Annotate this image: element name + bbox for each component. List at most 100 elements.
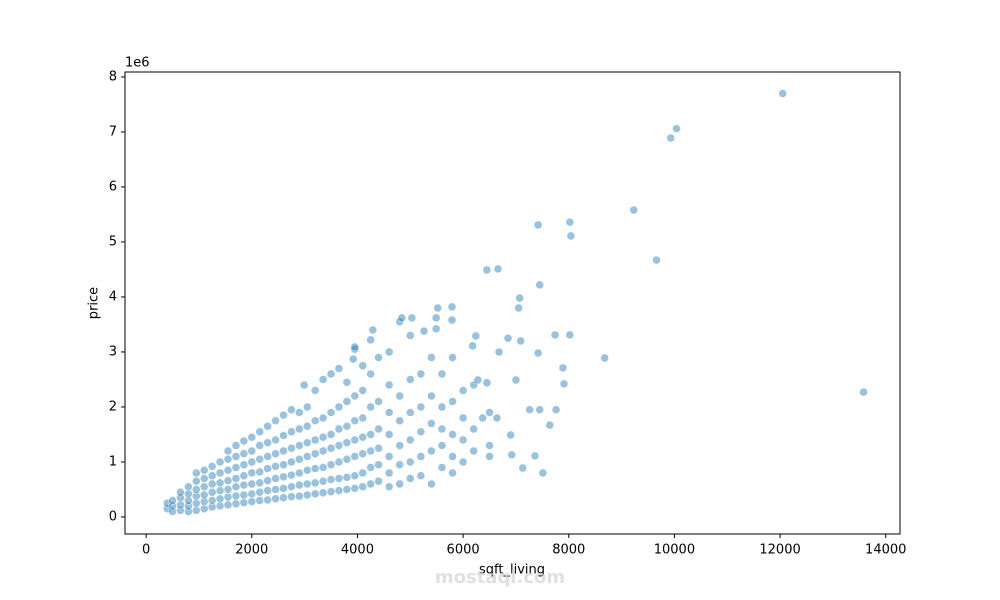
- point: [533, 220, 543, 230]
- point: [239, 480, 249, 490]
- point: [255, 496, 265, 505]
- point: [503, 333, 513, 343]
- point: [427, 391, 436, 401]
- point: [271, 449, 280, 459]
- point: [431, 313, 441, 323]
- point: [458, 413, 468, 423]
- point: [374, 460, 383, 470]
- point: [629, 205, 639, 215]
- point: [318, 488, 328, 498]
- point: [458, 435, 468, 445]
- point: [458, 386, 468, 395]
- point: [506, 430, 515, 440]
- point: [295, 424, 304, 434]
- point: [374, 476, 383, 486]
- point: [405, 474, 415, 483]
- point: [199, 465, 209, 475]
- point: [384, 380, 394, 390]
- point: [302, 490, 312, 500]
- point: [395, 460, 405, 470]
- point: [326, 475, 336, 484]
- point: [366, 479, 375, 489]
- point: [247, 446, 257, 456]
- point: [342, 377, 352, 387]
- point: [416, 427, 426, 437]
- point: [231, 452, 241, 461]
- point: [350, 344, 360, 354]
- x-tick-label: 6000: [447, 543, 480, 558]
- point: [184, 482, 193, 492]
- point: [482, 378, 492, 388]
- x-tick-label: 10000: [654, 543, 695, 558]
- point: [358, 361, 368, 371]
- point: [168, 496, 177, 505]
- point: [416, 369, 426, 379]
- point: [350, 342, 360, 352]
- point: [471, 331, 481, 341]
- point: [247, 457, 257, 467]
- point: [374, 443, 383, 453]
- point: [326, 369, 336, 379]
- point: [334, 441, 344, 450]
- watermark: mostaql.com: [435, 567, 565, 588]
- point: [366, 446, 375, 456]
- point: [342, 438, 352, 448]
- point: [482, 265, 492, 275]
- point: [507, 450, 517, 460]
- point: [263, 421, 272, 431]
- point: [239, 471, 249, 481]
- point: [565, 217, 575, 227]
- y-tick-label: 6: [109, 179, 117, 194]
- point: [231, 491, 241, 501]
- point: [469, 446, 478, 456]
- point: [255, 441, 265, 450]
- point: [395, 416, 405, 426]
- point: [192, 506, 201, 515]
- point: [207, 479, 217, 489]
- point: [310, 464, 320, 473]
- point: [302, 402, 312, 412]
- point: [448, 452, 457, 461]
- point: [350, 471, 360, 481]
- plot-area: [162, 89, 868, 516]
- point: [287, 482, 296, 492]
- point: [358, 432, 368, 442]
- point: [310, 489, 320, 499]
- point: [514, 303, 523, 313]
- point: [350, 435, 360, 445]
- point: [427, 446, 436, 456]
- point: [199, 482, 209, 492]
- point: [302, 479, 312, 489]
- point: [247, 432, 257, 442]
- point: [326, 408, 336, 417]
- point: [231, 463, 241, 472]
- point: [494, 347, 504, 357]
- point: [184, 496, 193, 505]
- point: [448, 468, 457, 478]
- point: [279, 493, 288, 503]
- point: [176, 500, 185, 510]
- point: [342, 397, 352, 406]
- point: [215, 486, 225, 495]
- x-tick-label: 0: [142, 543, 150, 558]
- point: [374, 424, 383, 434]
- point: [334, 486, 344, 495]
- point: [318, 446, 328, 456]
- point: [558, 363, 568, 373]
- y-tick-label: 4: [109, 289, 117, 304]
- point: [366, 335, 375, 345]
- point: [342, 421, 352, 431]
- point: [405, 331, 415, 340]
- point: [302, 465, 312, 475]
- point: [318, 375, 328, 384]
- point: [184, 489, 193, 499]
- point: [458, 457, 468, 467]
- point: [279, 431, 288, 440]
- point: [223, 446, 233, 456]
- point: [348, 354, 358, 364]
- point: [535, 280, 545, 290]
- point: [318, 476, 328, 486]
- point: [384, 452, 394, 461]
- point: [302, 452, 312, 461]
- point: [207, 487, 217, 497]
